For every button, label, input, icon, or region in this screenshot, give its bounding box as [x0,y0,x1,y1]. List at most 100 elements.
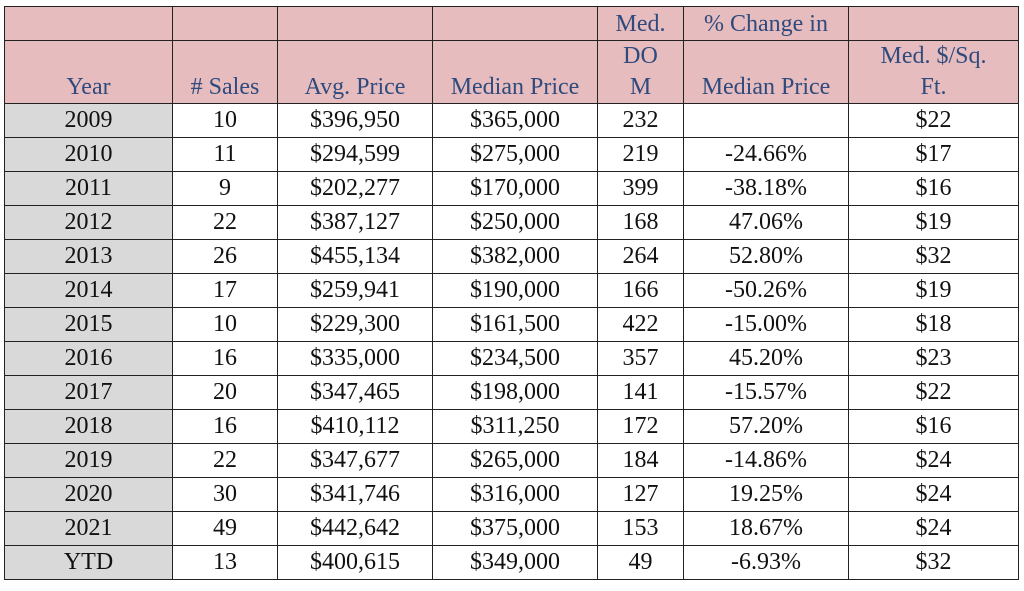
price-per-sqft-cell: $22 [848,375,1019,410]
pct-change-cell: -50.26% [683,273,849,308]
dom-cell: 141 [597,375,684,410]
dom-cell: 49 [597,545,684,580]
header-row-top: Med. % Change in [4,6,1019,41]
avg-price-cell: $455,134 [277,239,433,274]
sales-count-cell: 30 [172,477,278,512]
header-year: Year [4,40,173,104]
price-per-sqft-cell: $32 [848,239,1019,274]
dom-cell: 357 [597,341,684,376]
year-cell: YTD [4,545,173,580]
price-per-sqft-cell: $19 [848,273,1019,308]
header-pct-change: Median Price [683,40,849,104]
header-top-cell [4,6,173,41]
header-top-cell [432,6,598,41]
price-per-sqft-cell: $23 [848,341,1019,376]
price-per-sqft-cell: $17 [848,137,1019,172]
median-price-cell: $375,000 [432,511,598,546]
table-row: 2018 16 $410,112 $311,250 172 57.20% $16 [4,409,1019,444]
median-price-cell: $170,000 [432,171,598,206]
year-cell: 2017 [4,375,173,410]
avg-price-cell: $335,000 [277,341,433,376]
sales-count-cell: 16 [172,409,278,444]
header-top-cell [848,6,1019,41]
sales-count-cell: 10 [172,103,278,138]
header-dom-line-1: DO [623,43,658,69]
header-row-main: Year # Sales Avg. Price Median Price DO … [4,40,1019,104]
header-sqft-line-1: Med. $/Sq. [880,43,987,69]
year-cell: 2013 [4,239,173,274]
year-cell: 2018 [4,409,173,444]
header-med-label: Med. [597,6,684,41]
header-sales: # Sales [172,40,278,104]
median-price-cell: $365,000 [432,103,598,138]
median-price-cell: $382,000 [432,239,598,274]
table-row: 2010 11 $294,599 $275,000 219 -24.66% $17 [4,137,1019,172]
median-price-cell: $198,000 [432,375,598,410]
header-sqft-line-2: Ft. [920,74,947,100]
median-price-cell: $349,000 [432,545,598,580]
sales-count-cell: 16 [172,341,278,376]
header-top-cell [172,6,278,41]
sales-count-cell: 49 [172,511,278,546]
pct-change-cell: -15.57% [683,375,849,410]
year-cell: 2010 [4,137,173,172]
table-row: 2020 30 $341,746 $316,000 127 19.25% $24 [4,477,1019,512]
median-price-cell: $190,000 [432,273,598,308]
sales-count-cell: 22 [172,443,278,478]
dom-cell: 422 [597,307,684,342]
median-price-cell: $250,000 [432,205,598,240]
pct-change-cell: -38.18% [683,171,849,206]
price-per-sqft-cell: $16 [848,409,1019,444]
header-median-price: Median Price [432,40,598,104]
avg-price-cell: $294,599 [277,137,433,172]
avg-price-cell: $347,465 [277,375,433,410]
header-change-label: % Change in [683,6,849,41]
avg-price-cell: $202,277 [277,171,433,206]
dom-cell: 399 [597,171,684,206]
table-row: 2012 22 $387,127 $250,000 168 47.06% $19 [4,205,1019,240]
sales-count-cell: 22 [172,205,278,240]
table-row: 2016 16 $335,000 $234,500 357 45.20% $23 [4,341,1019,376]
dom-cell: 127 [597,477,684,512]
pct-change-cell: 52.80% [683,239,849,274]
table-row: YTD 13 $400,615 $349,000 49 -6.93% $32 [4,545,1019,580]
pct-change-cell: 57.20% [683,409,849,444]
table-row: 2014 17 $259,941 $190,000 166 -50.26% $19 [4,273,1019,308]
table-row: 2015 10 $229,300 $161,500 422 -15.00% $18 [4,307,1019,342]
avg-price-cell: $259,941 [277,273,433,308]
sales-count-cell: 11 [172,137,278,172]
avg-price-cell: $229,300 [277,307,433,342]
pct-change-cell: 18.67% [683,511,849,546]
dom-cell: 184 [597,443,684,478]
median-price-cell: $265,000 [432,443,598,478]
pct-change-cell: 19.25% [683,477,849,512]
year-cell: 2019 [4,443,173,478]
dom-cell: 264 [597,239,684,274]
price-per-sqft-cell: $16 [848,171,1019,206]
sales-count-cell: 10 [172,307,278,342]
dom-cell: 232 [597,103,684,138]
pct-change-cell: -6.93% [683,545,849,580]
dom-cell: 219 [597,137,684,172]
year-cell: 2015 [4,307,173,342]
year-cell: 2011 [4,171,173,206]
sales-count-cell: 20 [172,375,278,410]
table-row: 2019 22 $347,677 $265,000 184 -14.86% $24 [4,443,1019,478]
header-price-per-sqft: Med. $/Sq. Ft. [848,40,1019,104]
price-per-sqft-cell: $32 [848,545,1019,580]
median-price-cell: $275,000 [432,137,598,172]
price-per-sqft-cell: $19 [848,205,1019,240]
header-avg-price: Avg. Price [277,40,433,104]
price-per-sqft-cell: $18 [848,307,1019,342]
sales-count-cell: 26 [172,239,278,274]
year-cell: 2014 [4,273,173,308]
median-price-cell: $316,000 [432,477,598,512]
sales-count-cell: 13 [172,545,278,580]
price-per-sqft-cell: $24 [848,477,1019,512]
header-dom-line-2: M [629,74,652,100]
pct-change-cell: -15.00% [683,307,849,342]
table-row: 2013 26 $455,134 $382,000 264 52.80% $32 [4,239,1019,274]
pct-change-cell: 47.06% [683,205,849,240]
avg-price-cell: $396,950 [277,103,433,138]
header-top-cell [277,6,433,41]
